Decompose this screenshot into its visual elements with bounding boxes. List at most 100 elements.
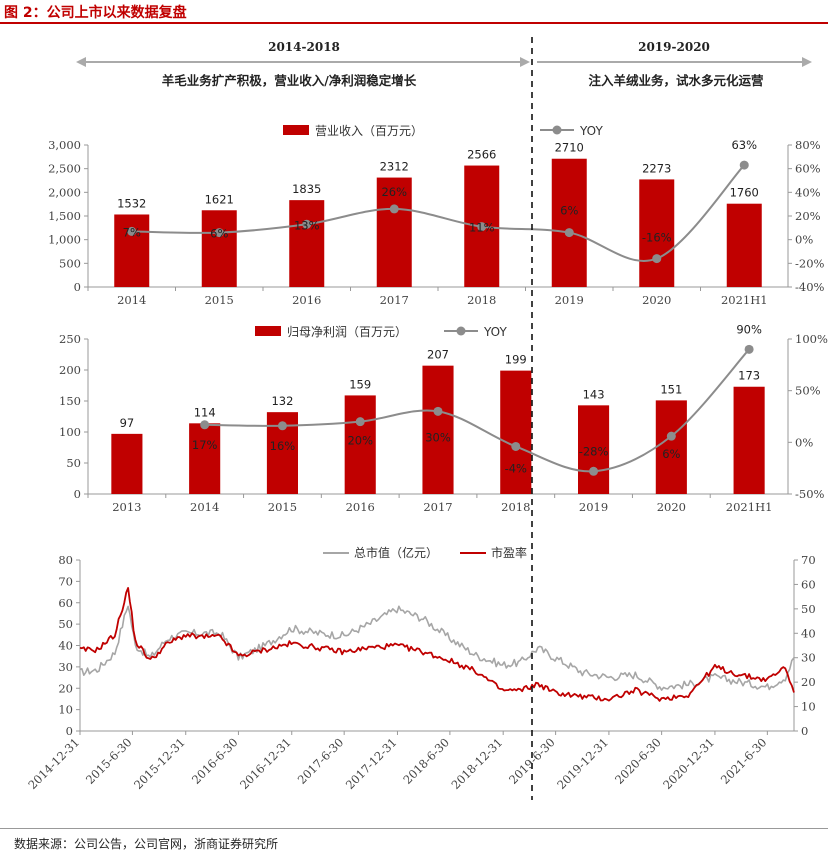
valuation-x-tick-label: 2016-12-31 [237, 735, 294, 792]
source-rule [0, 828, 828, 829]
revenue-chart-x-tick-label: 2016 [292, 293, 321, 307]
revenue-chart-y-left-tick-label: 1,000 [48, 233, 81, 247]
profit-chart-legend-bar-label: 归母净利润（百万元） [287, 325, 407, 339]
valuation-x-tick-label: 2015-12-31 [131, 735, 188, 792]
revenue-chart-yoy-value-label: 6% [210, 227, 228, 241]
profit-chart-legend-yoy-marker [456, 326, 466, 336]
profit-chart-bar-value-label: 114 [194, 405, 216, 419]
figure-title: 图 2：公司上市以来数据复盘 [4, 5, 187, 21]
profit-chart-yoy-point [433, 406, 443, 416]
profit-chart-x-tick-label: 2018 [501, 500, 530, 514]
revenue-chart-yoy-value-label: 26% [381, 185, 407, 199]
valuation-y-right-tick-label: 20 [801, 675, 816, 689]
revenue-chart-bar-value-label: 2566 [467, 148, 496, 162]
profit-chart-bar [578, 405, 610, 494]
profit-chart-yoy-value-label: 16% [270, 439, 296, 453]
valuation-x-tick-label: 2015-6-30 [83, 735, 135, 787]
profit-chart-yoy-point [277, 421, 287, 431]
valuation-y-right-tick-label: 40 [801, 626, 816, 640]
profit-chart-y-right-tick-label: 100% [795, 332, 828, 346]
revenue-chart-bar-value-label: 1760 [730, 186, 759, 200]
profit-chart-yoy-point [589, 466, 599, 476]
profit-chart-bar [422, 365, 454, 494]
profit-chart-x-tick-label: 2013 [112, 500, 141, 514]
profit-chart-x-tick-label: 2016 [346, 500, 375, 514]
revenue-chart-yoy-point [652, 254, 662, 264]
revenue-chart-y-right-tick-label: 80% [795, 138, 821, 152]
revenue-chart-x-tick-label: 2018 [467, 293, 496, 307]
valuation-y-left-tick-label: 10 [58, 703, 73, 717]
valuation-y-right-tick-label: 0 [801, 724, 808, 738]
profit-chart-yoy-value-label: 30% [425, 430, 451, 444]
revenue-chart-y-right-tick-label: -20% [795, 256, 825, 270]
profit-chart-y-right-tick-label: 50% [795, 384, 821, 398]
period-desc-2: 注入羊绒业务，试水多元化运营 [588, 73, 764, 88]
revenue-chart-x-tick-label: 2019 [555, 293, 584, 307]
period-arrowhead-left [76, 57, 86, 67]
profit-chart-bar [733, 386, 765, 494]
revenue-chart-x-tick-label: 2015 [205, 293, 234, 307]
profit-chart-yoy-value-label: 17% [192, 438, 218, 452]
profit-chart-bar [500, 370, 532, 494]
valuation-y-left-tick-label: 0 [66, 724, 73, 738]
profit-chart-yoy-value-label: 20% [347, 434, 373, 448]
profit-chart-x-tick-label: 2020 [657, 500, 686, 514]
revenue-chart-yoy-value-label: 7% [123, 225, 141, 239]
revenue-chart-y-right-tick-label: -40% [795, 280, 825, 294]
revenue-chart-y-right-tick-label: 40% [795, 185, 821, 199]
profit-chart-legend-bar-swatch [255, 326, 281, 336]
revenue-chart-y-left-tick-label: 1,500 [48, 209, 81, 223]
profit-chart-bar-value-label: 97 [120, 416, 135, 430]
profit-chart-y-left-tick-label: 50 [66, 456, 81, 470]
source-note: 数据来源：公司公告，公司官网，浙商证券研究所 [14, 837, 279, 851]
revenue-chart-bar [639, 179, 675, 287]
valuation-x-tick-label: 2017-6-30 [295, 735, 347, 787]
valuation-y-right-tick-label: 10 [801, 700, 816, 714]
revenue-chart-y-right-tick-label: 0% [795, 233, 813, 247]
profit-chart-legend-yoy-label: YOY [483, 325, 507, 339]
revenue-chart-y-left-tick-label: 3,000 [48, 138, 81, 152]
valuation-x-tick-label: 2018-6-30 [400, 735, 452, 787]
profit-chart-bar-value-label: 143 [583, 387, 605, 401]
revenue-chart-y-left-tick-label: 500 [59, 256, 81, 270]
revenue-chart-x-tick-label: 2021H1 [721, 293, 768, 307]
profit-chart-bar [189, 423, 221, 494]
revenue-chart-x-tick-label: 2014 [117, 293, 146, 307]
revenue-chart-yoy-point [564, 228, 574, 238]
valuation-y-right-tick-label: 50 [801, 602, 816, 616]
revenue-chart-x-tick-label: 2017 [380, 293, 409, 307]
valuation-x-tick-label: 2020-12-31 [660, 735, 717, 792]
valuation-legend-pe-label: 市盈率 [491, 545, 527, 560]
revenue-chart-yoy-point [477, 222, 487, 232]
profit-chart-x-tick-label: 2021H1 [726, 500, 773, 514]
revenue-chart-yoy-point [127, 226, 137, 236]
revenue-chart-bar [289, 200, 325, 287]
period-label-2: 2019-2020 [638, 40, 710, 54]
revenue-chart-legend-bar-label: 营业收入（百万元） [315, 124, 423, 138]
revenue-chart-bar [551, 158, 587, 287]
revenue-chart-yoy-point [739, 160, 749, 170]
revenue-chart-bar-value-label: 1621 [205, 192, 234, 206]
profit-chart-bar-value-label: 159 [349, 377, 371, 391]
revenue-chart-bar [376, 177, 412, 287]
revenue-chart-yoy-value-label: 63% [731, 138, 757, 152]
valuation-x-tick-label: 2016-6-30 [189, 735, 241, 787]
revenue-chart-yoy-point [389, 204, 399, 214]
revenue-chart-bar [201, 210, 237, 287]
revenue-chart-legend-yoy-label: YOY [579, 124, 603, 138]
period-arrowhead-right [802, 57, 812, 67]
profit-chart-yoy-value-label: 90% [736, 322, 762, 336]
profit-chart-bar-value-label: 207 [427, 348, 449, 362]
profit-chart-yoy-point [200, 420, 210, 430]
profit-chart-x-tick-label: 2015 [268, 500, 297, 514]
profit-chart-y-left-tick-label: 150 [59, 394, 81, 408]
revenue-chart-bar-value-label: 1835 [292, 182, 321, 196]
profit-chart-bar-value-label: 173 [738, 369, 760, 383]
valuation-y-left-tick-label: 30 [58, 660, 73, 674]
profit-chart-bar-value-label: 132 [271, 394, 293, 408]
revenue-chart-yoy-point [214, 228, 224, 238]
profit-chart-yoy-value-label: -4% [505, 461, 527, 475]
revenue-chart-yoy-value-label: 11% [469, 221, 495, 235]
revenue-chart-legend-yoy-marker [552, 125, 562, 135]
revenue-chart-yoy-value-label: 13% [294, 218, 320, 232]
